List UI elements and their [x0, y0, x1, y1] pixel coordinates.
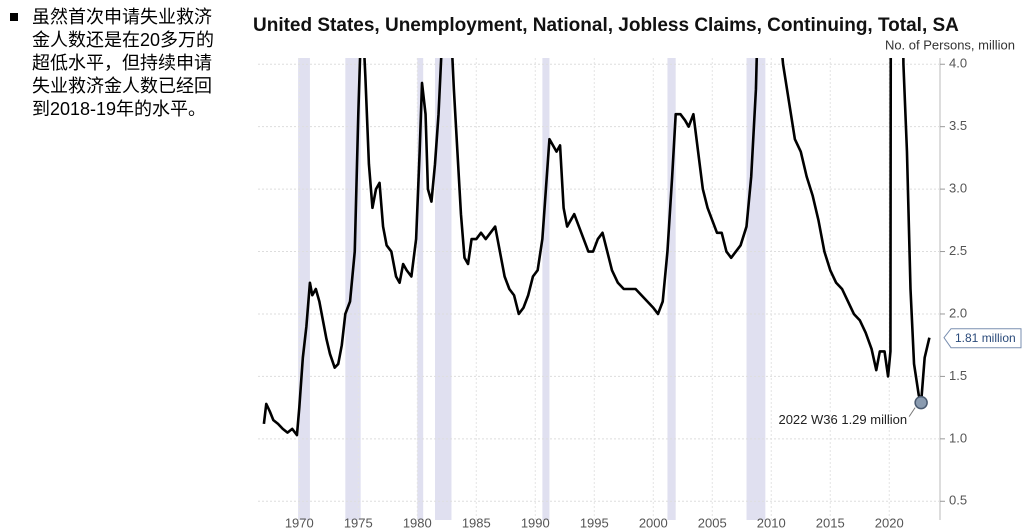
- x-tick-label: 2005: [698, 515, 727, 530]
- bullet-marker: [10, 13, 18, 21]
- annotation-label: 2022 W36 1.29 million: [778, 412, 907, 427]
- y-tick-label: 1.5: [949, 368, 967, 383]
- recession-band: [298, 58, 310, 520]
- y-tick-label: 3.5: [949, 118, 967, 133]
- end-label: 1.81 million: [955, 331, 1016, 345]
- y-tick-label: 3.0: [949, 181, 967, 196]
- y-axis-label: No. of Persons, million: [885, 37, 1015, 52]
- recession-band: [417, 58, 424, 520]
- x-tick-label: 2015: [816, 515, 845, 530]
- end-label-box: [943, 328, 1022, 349]
- recession-band: [746, 58, 766, 520]
- bullet-text: 虽然首次申请失业救济金人数还是在20多万的超低水平，但持续申请失业救济金人数已经…: [32, 7, 215, 119]
- recession-band: [434, 58, 452, 520]
- recession-band: [542, 58, 550, 520]
- x-tick-label: 2020: [875, 515, 904, 530]
- x-tick-label: 2010: [757, 515, 786, 530]
- y-tick-label: 2.5: [949, 243, 967, 258]
- x-tick-label: 1970: [285, 515, 314, 530]
- y-tick-label: 1.0: [949, 430, 967, 445]
- x-tick-label: 1980: [403, 515, 432, 530]
- bullet-list: 虽然首次申请失业救济金人数还是在20多万的超低水平，但持续申请失业救济金人数已经…: [8, 6, 223, 121]
- x-tick-label: 1990: [521, 515, 550, 530]
- annotation-leader: [908, 407, 916, 417]
- annotation-marker: [914, 395, 928, 410]
- data-line: [262, 58, 931, 437]
- chart-title: United States, Unemployment, National, J…: [253, 15, 959, 36]
- recession-band: [667, 58, 676, 520]
- x-tick-label: 1995: [580, 515, 609, 530]
- x-tick-label: 2000: [639, 515, 668, 530]
- x-tick-label: 1985: [462, 515, 491, 530]
- y-tick-label: 0.5: [949, 493, 967, 508]
- y-tick-label: 2.0: [949, 305, 967, 320]
- y-tick-label: 4.0: [949, 56, 967, 71]
- x-tick-label: 1975: [344, 515, 373, 530]
